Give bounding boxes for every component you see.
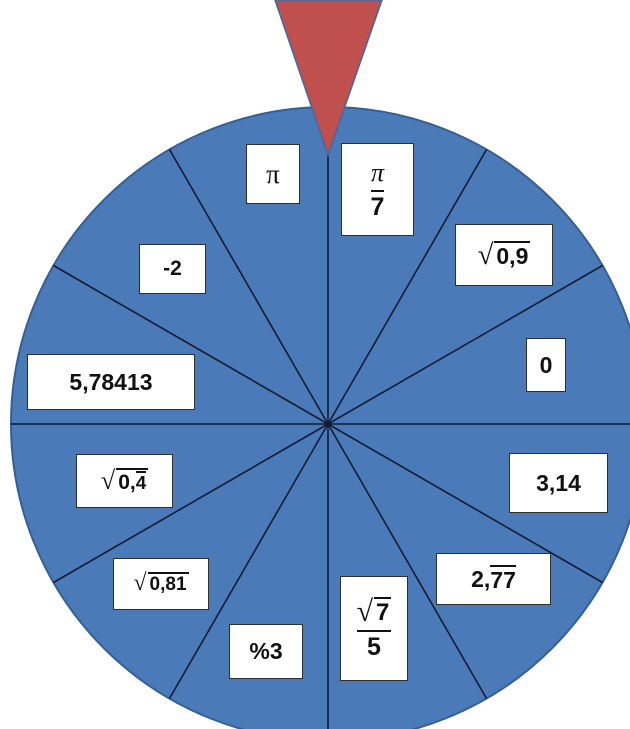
fraction-sqrt7-over-5: √ 7 5 <box>356 594 392 661</box>
wheel-divider-line <box>53 423 329 584</box>
wheel-dividers <box>11 107 630 729</box>
segment-repeating-2-77-label: 2, 77 <box>436 553 551 605</box>
fraction-bar <box>356 629 392 632</box>
fraction-pi-over-7: π 7 <box>370 158 385 221</box>
radicand: 0,81 <box>147 572 189 596</box>
segment-percent-3-label: %3 <box>229 624 303 679</box>
pi-symbol: π <box>266 158 280 189</box>
wheel-divider-line <box>53 264 329 425</box>
wheel-divider-line <box>327 149 488 425</box>
fraction-numerator: √ 7 <box>356 594 392 628</box>
fraction-bar <box>370 189 385 192</box>
square-root-expression: √ 0,9 <box>477 238 531 271</box>
radicand-repeating-digit: 4 <box>135 471 147 495</box>
wheel-hub <box>325 421 331 427</box>
percent-three-value: %3 <box>249 638 283 664</box>
radicand: 0,9 <box>494 240 531 269</box>
repeating-decimal-integer: 2, <box>471 565 491 592</box>
fraction-denominator: 5 <box>367 632 381 661</box>
minus-two-value: -2 <box>163 257 182 280</box>
radicand-prefix: 0, <box>118 471 136 495</box>
wheel-divider-line <box>327 423 603 584</box>
radicand: 0, 4 <box>116 467 149 495</box>
square-root-expression: √ 0, 4 <box>100 465 149 495</box>
square-root-expression: √ 0,81 <box>133 570 189 597</box>
wheel-divider-line <box>168 423 329 699</box>
segment-pi-label: π <box>246 144 300 204</box>
repeating-decimal: 2, 77 <box>471 565 516 594</box>
segment-zero-label: 0 <box>526 338 566 392</box>
wheel-divider-line <box>168 149 329 425</box>
fraction-denominator: 7 <box>370 192 385 221</box>
repeating-decimal-period: 77 <box>490 565 516 594</box>
wheel-divider-line <box>327 264 603 425</box>
pointer-arrow <box>274 0 383 158</box>
segment-pi-over-7-label: π 7 <box>341 143 414 236</box>
radical-sign-icon: √ <box>100 465 116 495</box>
wheel-divider-line <box>327 423 488 699</box>
wheel-disc <box>10 106 630 729</box>
five-78413-value: 5,78413 <box>69 368 153 395</box>
radical-sign-icon: √ <box>477 238 494 271</box>
segment-sqrt-0-9-label: √ 0,9 <box>455 224 553 286</box>
segment-sqrt-0-81-label: √ 0,81 <box>113 558 209 610</box>
zero-value: 0 <box>539 351 553 378</box>
radical-sign-icon: √ <box>356 594 374 628</box>
segment-sqrt7-over-5-label: √ 7 5 <box>340 576 408 681</box>
fraction-numerator: π <box>370 158 385 188</box>
segment-3-14-label: 3,14 <box>509 453 608 513</box>
segment-5-78413-label: 5,78413 <box>27 354 195 410</box>
radical-sign-icon: √ <box>133 570 147 597</box>
three-fourteen-value: 3,14 <box>536 469 581 496</box>
segment-minus-two-label: -2 <box>139 244 206 294</box>
radicand: 7 <box>374 596 392 626</box>
segment-sqrt-0-4-repeating-label: √ 0, 4 <box>76 454 173 508</box>
